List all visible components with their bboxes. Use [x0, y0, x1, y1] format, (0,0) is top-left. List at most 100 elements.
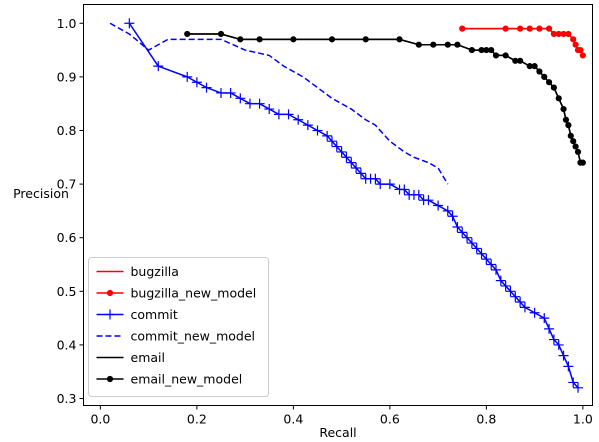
- x-tick-label: 0.4: [283, 412, 303, 427]
- legend-email_new_model-point: [106, 375, 114, 383]
- commit-point: [519, 302, 530, 313]
- email_new_model-point: [430, 41, 437, 48]
- x-axis: 0.0 0.2 0.4 0.6 0.8 1.0: [90, 405, 593, 427]
- bugzilla_new_model-point: [459, 25, 466, 32]
- commit-point: [273, 109, 284, 120]
- legend-bugzilla_new_model-point: [106, 289, 114, 297]
- commit-point: [370, 173, 381, 184]
- bugzilla_new_model-point: [517, 25, 524, 32]
- commit-point: [244, 98, 255, 109]
- commit-point: [182, 71, 193, 82]
- y-tick-label: 0.6: [57, 230, 77, 245]
- email_new_model-point: [565, 122, 572, 129]
- bugzilla_new_model-point: [526, 25, 533, 32]
- commit-point: [495, 275, 506, 286]
- email_new_model-point: [237, 36, 244, 43]
- legend-item-bugzilla: bugzilla: [96, 264, 179, 279]
- commit-point: [447, 211, 458, 222]
- bugzilla_new_model-point: [577, 46, 584, 54]
- series-line-commit_new_model: [109, 22, 449, 185]
- commit-point: [457, 227, 468, 238]
- y-tick-label: 0.9: [57, 69, 77, 84]
- commit-point: [216, 87, 227, 98]
- x-tick-label: 0.0: [90, 412, 110, 427]
- commit-point: [302, 120, 313, 131]
- commit-point: [539, 313, 550, 324]
- commit-point: [254, 98, 265, 109]
- legend-item-commit: commit: [96, 307, 178, 322]
- commit-point: [505, 286, 516, 297]
- series-email_new_model: [184, 30, 586, 166]
- commit-point: [491, 264, 502, 275]
- legend-item-email_new_model: email_new_model: [96, 372, 242, 387]
- email_new_model-point: [536, 68, 543, 75]
- legend-label: bugzilla: [131, 264, 179, 279]
- commit-point: [346, 157, 357, 168]
- commit-point: [462, 232, 473, 243]
- email_new_model-point: [579, 159, 586, 166]
- legend-label: commit: [131, 307, 178, 322]
- commit-point: [336, 146, 347, 157]
- series-commit_new_model: [109, 22, 449, 185]
- commit-point: [341, 152, 352, 163]
- commit-point: [544, 323, 555, 334]
- x-tick-label: 0.6: [380, 412, 400, 427]
- commit-point: [384, 179, 395, 190]
- email_new_model-point: [396, 36, 403, 43]
- email_new_model-point: [531, 63, 538, 70]
- y-tick-label: 0.5: [57, 284, 77, 299]
- legend-label: bugzilla_new_model: [131, 286, 257, 301]
- commit-point: [568, 377, 579, 388]
- y-tick-label: 0.8: [57, 123, 77, 138]
- bugzilla_new_model-point: [572, 41, 579, 48]
- commit-point: [563, 361, 574, 372]
- commit-point: [264, 104, 275, 115]
- commit-point: [375, 179, 386, 190]
- commit-point: [466, 238, 477, 249]
- email_new_model-point: [328, 36, 336, 43]
- commit-point: [452, 221, 463, 232]
- commit-point: [399, 184, 410, 195]
- commit-point: [293, 114, 304, 125]
- series-bugzilla_new_model: [459, 25, 586, 59]
- legend-label: commit_new_model: [131, 329, 256, 344]
- email_new_model-point: [517, 57, 524, 64]
- x-axis-label: Recall: [319, 425, 356, 440]
- x-tick-label: 1.0: [573, 412, 593, 427]
- axes-frame: [83, 4, 593, 406]
- email_new_model-point: [574, 148, 582, 156]
- series-commit: [124, 18, 584, 393]
- commit-point: [553, 339, 564, 350]
- email_new_model-point: [502, 52, 509, 59]
- legend-commit-point: [105, 309, 115, 320]
- email_new_model-point: [488, 46, 495, 54]
- email_new_model-point: [184, 30, 191, 38]
- series-line-email: [187, 33, 583, 164]
- y-tick-label: 1.0: [57, 16, 77, 31]
- commit-point: [351, 163, 362, 174]
- x-tick-label: 0.2: [187, 412, 207, 427]
- legend-label: email: [131, 350, 165, 365]
- commit-point: [486, 259, 497, 270]
- legend-item-bugzilla_new_model: bugzilla_new_model: [96, 286, 257, 301]
- commit-point: [235, 93, 246, 104]
- commit-point: [510, 291, 521, 302]
- email_new_model-point: [217, 30, 225, 38]
- email_new_model-point: [560, 105, 567, 113]
- commit-point: [471, 243, 482, 254]
- y-tick-label: 0.4: [57, 337, 77, 352]
- commit-point: [283, 109, 294, 120]
- commit-point: [558, 350, 569, 361]
- email_new_model-point: [555, 95, 562, 102]
- commit-point: [312, 125, 323, 136]
- legend-item-email: email: [96, 350, 165, 365]
- bugzilla_new_model-point: [545, 25, 553, 32]
- commit-point: [153, 61, 164, 72]
- commit-point: [442, 205, 453, 216]
- y-tick-label: 0.7: [57, 177, 77, 192]
- email_new_model-point: [256, 36, 263, 43]
- y-axis-label: Precision: [13, 186, 69, 201]
- email_new_model-point: [290, 36, 297, 43]
